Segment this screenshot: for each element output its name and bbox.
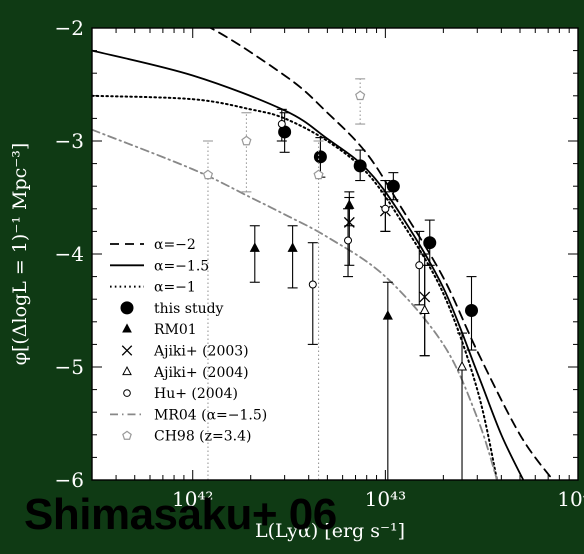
y-axis-label: φ[(ΔlogL = 1)⁻¹ Mpc⁻³]: [9, 143, 31, 366]
legend: α=−2 α=−1.5 α=−1 this study RM01 Ajiki+ (2003…: [110, 237, 267, 445]
data-point-5-2: [313, 169, 324, 180]
legend-item: MR04 (α=−1.5): [110, 407, 267, 423]
y-tick-label: −2: [55, 16, 84, 40]
legend-label: α=−2: [154, 237, 196, 253]
curve-1: [92, 49, 525, 480]
y-tick-label: −6: [55, 468, 84, 492]
legend-label: MR04 (α=−1.5): [154, 407, 267, 423]
legend-marker: [120, 301, 134, 315]
legend-label: this study: [154, 301, 224, 317]
y-tick-label: −4: [55, 242, 84, 266]
data-point-1-3: [382, 310, 393, 320]
data-point-4-2: [344, 236, 353, 245]
x-axis-label: L(Lyα) [erg s⁻¹]: [255, 520, 405, 542]
data-point-4-1: [308, 280, 317, 289]
legend-item: α=−1: [110, 280, 196, 296]
legend-marker: [122, 430, 132, 440]
legend-label: α=−1.5: [154, 258, 209, 274]
legend-label: α=−1: [154, 280, 196, 296]
legend-item: Ajiki+ (2003): [121, 344, 249, 360]
plot-area: [92, 28, 578, 480]
data-point-4-3: [381, 204, 390, 213]
ticks: [91, 27, 579, 481]
legend-marker: [122, 365, 132, 376]
legend-item: α=−1.5: [110, 258, 209, 274]
x-tick-label: 10⁴²: [172, 487, 213, 511]
legend-label: Ajiki+ (2003): [153, 344, 249, 360]
legend-item: this study: [120, 301, 224, 317]
data-point-0-5: [465, 304, 479, 317]
legend-item: Hu+ (2004): [123, 386, 238, 402]
data-point-0-4: [423, 236, 437, 250]
legend-item: RM01: [122, 322, 197, 338]
y-tick-label: −3: [55, 129, 84, 153]
legend-marker: [121, 345, 133, 356]
data-point-5-3: [355, 90, 366, 101]
data-series: [202, 78, 479, 480]
data-point-3-0: [419, 304, 430, 314]
data-point-5-0: [202, 169, 214, 180]
data-point-3-1: [456, 360, 468, 371]
data-point-0-1: [313, 150, 327, 164]
data-point-1-0: [249, 242, 260, 252]
figure-caption: Shimasaku+ 06: [24, 490, 337, 539]
legend-label: Hu+ (2004): [154, 386, 238, 402]
data-point-2-0: [343, 216, 355, 228]
data-point-0-3: [386, 179, 400, 193]
x-tick-label: 10⁴⁴: [557, 487, 584, 511]
legend-item: CH98 (z=3.4): [122, 429, 251, 445]
y-tick-label: −5: [55, 355, 84, 379]
curve-0: [208, 28, 554, 480]
data-point-1-1: [287, 242, 298, 252]
legend-marker: [122, 323, 132, 333]
data-point-4-4: [415, 261, 424, 270]
x-tick-label: 10⁴³: [365, 487, 406, 511]
legend-item: Ajiki+ (2004): [122, 365, 249, 381]
data-point-0-2: [353, 159, 367, 173]
curve-3: [92, 128, 498, 480]
legend-item: α=−2: [110, 237, 196, 253]
data-point-4-0: [277, 120, 286, 129]
legend-label: RM01: [154, 322, 197, 338]
data-point-5-1: [241, 135, 252, 146]
legend-label: CH98 (z=3.4): [154, 429, 251, 445]
legend-label: Ajiki+ (2004): [153, 365, 249, 381]
legend-marker: [123, 389, 131, 397]
